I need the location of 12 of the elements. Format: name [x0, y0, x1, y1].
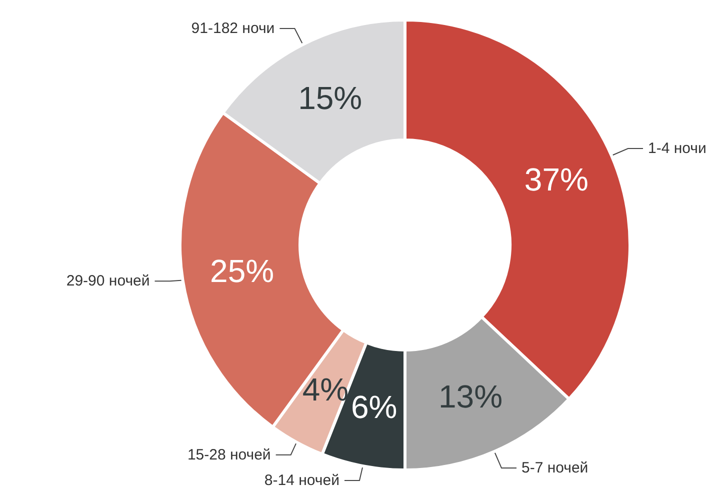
data-label: 37%	[524, 161, 588, 198]
data-label: 13%	[438, 378, 503, 414]
slice-label: 29-90 ночей	[66, 272, 150, 290]
data-label: 6%	[350, 389, 398, 426]
slice-label: 5-7 ночей	[522, 460, 588, 477]
data-label: 4%	[302, 372, 349, 408]
slice-label: 91-182 ночи	[191, 20, 275, 37]
slice-label: 1-4 ночи	[648, 140, 706, 157]
slice-label: 15-28 ночей	[187, 446, 271, 464]
data-label: 25%	[210, 252, 274, 289]
slice-label: 8-14 ночей	[264, 472, 340, 489]
data-label: 15%	[298, 80, 362, 116]
